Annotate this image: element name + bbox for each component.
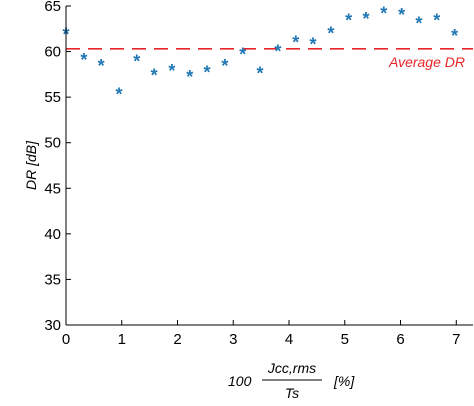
data-point: * [133, 52, 140, 72]
data-point: * [415, 13, 422, 33]
y-axis-title: DR [dB] [23, 140, 39, 190]
x-axis-title-unit: [%] [333, 373, 355, 389]
data-point: * [98, 56, 105, 76]
data-point: * [274, 42, 281, 62]
y-tick-label: 55 [44, 89, 61, 106]
x-tick-label: 1 [118, 331, 126, 348]
y-tick-label: 50 [44, 135, 61, 152]
data-point: * [380, 3, 387, 23]
data-point: * [151, 65, 158, 85]
data-point: * [115, 84, 122, 104]
data-point: * [451, 26, 458, 46]
data-point: * [221, 56, 228, 76]
data-point: * [345, 11, 352, 31]
data-point: * [80, 50, 87, 70]
y-tick-label: 35 [44, 271, 61, 288]
average-dr-label: Average DR [388, 54, 465, 70]
y-tick-label: 60 [44, 44, 61, 61]
x-axis-title-numerator: Jcc,rms [267, 360, 316, 376]
x-tick-label: 7 [452, 331, 460, 348]
x-tick-label: 2 [173, 331, 181, 348]
axes-layer [65, 5, 473, 326]
data-point: * [292, 33, 299, 53]
y-tick-label: 45 [44, 180, 61, 197]
x-axis-title-prefix: 100 [228, 373, 252, 389]
x-tick-label: 5 [341, 331, 349, 348]
data-point: * [327, 23, 334, 43]
data-point: * [239, 44, 246, 64]
data-point: * [168, 61, 175, 81]
x-tick-label: 0 [62, 331, 70, 348]
x-tick-label: 3 [229, 331, 237, 348]
data-point: * [186, 67, 193, 87]
data-point: * [398, 5, 405, 25]
x-tick-label: 4 [285, 331, 293, 348]
y-tick-label: 40 [44, 226, 61, 243]
data-point: * [309, 34, 316, 54]
data-point: * [257, 64, 264, 84]
y-tick-label: 30 [44, 317, 61, 334]
y-tick-label: 65 [44, 0, 61, 15]
data-point: * [362, 9, 369, 29]
x-axis-title-denominator: Ts [285, 385, 299, 401]
x-tick-label: 6 [396, 331, 404, 348]
data-point: * [433, 11, 440, 31]
data-point: * [204, 63, 211, 83]
reference-line-layer: Average DR [66, 48, 473, 70]
